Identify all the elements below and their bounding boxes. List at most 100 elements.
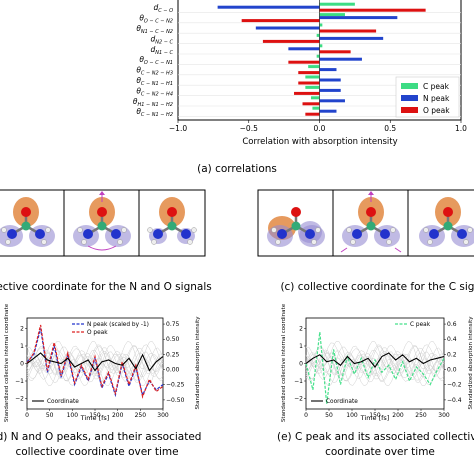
panel-e-x-axis-label: Time [fs] [360,414,390,422]
y-tick-label: −1 [15,378,24,385]
background-trace [305,352,445,386]
x-tick-label: 300 [438,412,450,419]
panel-e-chart: 0 50 100 150 200 250 300 −2 −1 0 1 2 −0.4 −0.2 0.0 0.2 0… [277,303,474,458]
legend-swatch [401,83,418,89]
bar-o-peak [319,8,426,12]
panel-c-caption: (c) collective coordinate for the C sign… [280,281,474,293]
bar-o-peak [241,19,320,23]
bar-n-peak [319,36,384,40]
motion-arrow [340,247,348,253]
background-trace [26,346,164,381]
oxygen-atom [97,207,107,217]
bar-c-peak [319,44,323,48]
y-tick-label: 0.4 [447,336,457,343]
panel-d-left-axis-label: Standardized collective internal coordin… [4,303,10,422]
bar-c-peak [319,13,345,17]
hydrogen-atom [187,239,193,245]
x-tick-label: 0.5 [384,124,396,133]
y-tick-label: 2 [299,326,303,333]
panel-d-right-axis-label: Standardized absorption intensity [195,316,201,410]
legend-label: O peak [87,330,108,336]
y-tick-label: −2 [15,396,24,403]
bar-n-peak [319,88,341,92]
hydrogen-atom [1,227,7,233]
legend-label: Coordinate [47,399,79,405]
panel-d-caption-line-1: (d) N and O peaks, and their associated [0,431,201,443]
hydrogen-atom [346,227,352,233]
carbon-atom [21,221,31,231]
bar-n-peak [288,47,320,51]
background-trace [305,351,445,387]
y-tick-label: 0.25 [166,351,180,358]
panel-e-right-axis-label: Standardized absorption intensity [468,316,474,410]
carbon-atom [443,221,453,231]
panel-d-series [26,324,164,399]
bar-o-peak [262,39,320,43]
category-label: θC − N1 − H1 [136,76,173,87]
hydrogen-atom [386,239,392,245]
hydrogen-atom [5,239,11,245]
bar-c-peak [319,2,355,6]
bar-n-peak [217,5,320,9]
nitrogen-atom [83,229,93,239]
bar-n-peak [319,16,398,20]
carbon-atom [366,221,376,231]
background-trace [26,351,164,387]
nitrogen-atom [181,229,191,239]
panel-e-caption-line-2: coordinate over time [325,446,435,458]
molecule-snapshot-1 [0,197,55,247]
legend-label: C peak [423,82,450,91]
category-label: θN1 − C − N2 [136,24,173,35]
bar-c-peak [312,106,320,110]
nitrogen-atom [7,229,17,239]
bar-n-peak [319,57,362,61]
nitrogen-atom [277,229,287,239]
x-tick-label: 150 [89,412,101,419]
category-label: dN1 − C [150,45,173,56]
hydrogen-atom [275,239,281,245]
category-label: θC − N2 − H3 [136,66,173,77]
legend-swatch [401,107,418,113]
hydrogen-atom [81,239,87,245]
background-trace [26,345,164,380]
hydrogen-atom [121,227,127,233]
series-line [305,331,445,404]
oxygen-atom [366,207,376,217]
panel-b-caption: collective coordinate for the N and O si… [0,281,212,293]
legend-label: N peak (scaled by -1) [87,322,149,328]
hydrogen-atom [147,227,153,233]
bar-c-peak [319,23,323,27]
nitrogen-atom [111,229,121,239]
carbon-atom [291,221,301,231]
bar-o-peak [298,81,320,85]
hydrogen-atom [45,227,51,233]
panel-d-background-traces [26,340,164,387]
panel-a-legend: C peak N peak O peak [395,76,460,118]
bar-n-peak [319,78,341,82]
legend-label: N peak [423,94,450,103]
oxygen-atom [443,207,453,217]
molecule-snapshot-6 [419,197,474,247]
panel-a-x-axis-label: Correlation with absorption intensity [242,137,397,147]
bar-o-peak [288,60,320,64]
category-label: θC − N2 − H4 [136,86,173,97]
motion-arrow-head [368,191,374,195]
hydrogen-atom [350,239,356,245]
oxygen-atom [291,207,301,217]
panel-e-series [305,331,445,404]
x-tick-label: 200 [112,412,124,419]
y-tick-label: 1 [299,343,303,350]
x-tick-label: 100 [67,412,79,419]
nitrogen-atom [352,229,362,239]
y-tick-label: −0.25 [166,382,185,389]
panel-e-ticks: 0 50 100 150 200 250 300 −2 −1 0 1 2 −0.4 −0.2 0.0 0.2 0… [294,321,462,419]
background-trace [26,346,164,380]
y-tick-label: −0.50 [166,397,185,404]
category-label: θH1 − N1 − H2 [133,97,173,108]
bar-o-peak [319,50,351,54]
x-tick-label: 150 [369,412,381,419]
nitrogen-atom [35,229,45,239]
x-tick-label: 1.0 [455,124,467,133]
molecule-snapshot-4 [267,207,325,247]
